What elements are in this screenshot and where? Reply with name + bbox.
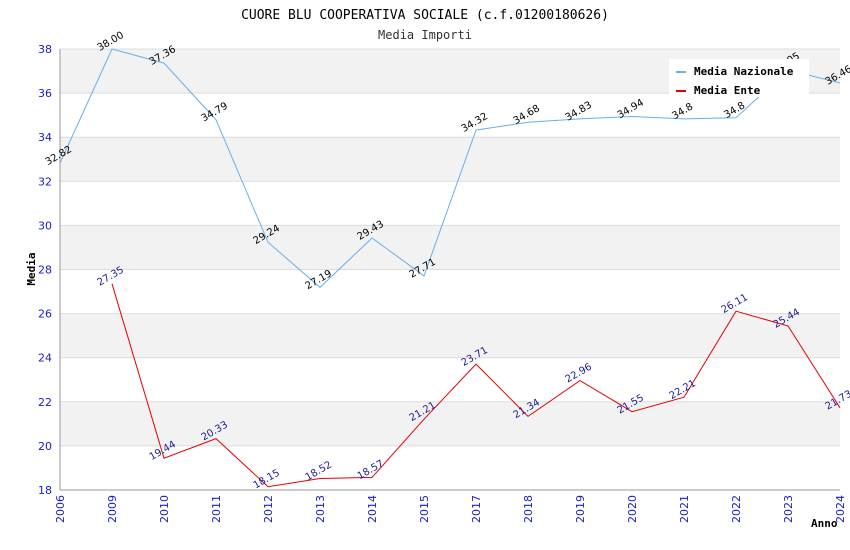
x-tick-label: 2013: [314, 495, 327, 523]
grid-bands: [60, 49, 840, 490]
y-tick-label: 32: [38, 175, 52, 188]
y-tick-label: 22: [38, 396, 52, 409]
x-tick-label: 2011: [210, 495, 223, 523]
grid-band: [60, 225, 840, 270]
x-tick-label: 2006: [54, 495, 67, 523]
legend-label-media-ente: Media Ente: [694, 84, 761, 97]
legend-box: [669, 59, 809, 97]
grid-band: [60, 269, 840, 314]
x-tick-label: 2024: [834, 495, 847, 523]
y-tick-label: 38: [38, 43, 52, 56]
series-line-media-ente: [111, 283, 841, 488]
x-tick-label: 2010: [158, 495, 171, 523]
y-tick-label: 30: [38, 219, 52, 232]
x-tick-label: 2014: [366, 495, 379, 523]
y-tick-label: 18: [38, 484, 52, 497]
grid-band: [60, 401, 840, 446]
y-tick-label: 26: [38, 308, 52, 321]
y-axis-label: Media: [25, 252, 38, 285]
y-tick-label: 28: [38, 264, 52, 277]
y-tick-label: 36: [38, 87, 52, 100]
legend-label-media-nazionale: Media Nazionale: [694, 65, 794, 78]
y-tick-label: 20: [38, 440, 52, 453]
chart-subtitle: Media Importi: [378, 28, 472, 42]
x-tick-label: 2023: [782, 495, 795, 523]
x-tick-label: 2017: [470, 495, 483, 523]
grid-band: [60, 93, 840, 138]
grid-band: [60, 445, 840, 490]
x-tick-label: 2015: [418, 495, 431, 523]
x-axis-ticks: 2006 2009 2010 2011 2012 2013 2014 2015 2017 2018…: [54, 495, 847, 523]
x-tick-label: 2021: [678, 495, 691, 523]
y-axis-ticks: 18 20 22 24 26 28 30 32 34 36 38: [38, 43, 52, 497]
grid-band: [60, 137, 840, 182]
series: [59, 48, 841, 488]
y-tick-label: 34: [38, 131, 52, 144]
x-tick-label: 2019: [574, 495, 587, 523]
x-tick-label: 2022: [730, 495, 743, 523]
chart-title: CUORE BLU COOPERATIVA SOCIALE (c.f.01200…: [241, 8, 609, 23]
grid-band: [60, 357, 840, 402]
x-axis-label: Anno: [811, 517, 838, 530]
legend: Media Nazionale Media Ente: [669, 59, 809, 97]
series-line-media-nazionale: [59, 48, 841, 289]
x-tick-label: 2009: [106, 495, 119, 523]
x-tick-label: 2018: [522, 495, 535, 523]
x-tick-label: 2012: [262, 495, 275, 523]
y-tick-label: 24: [38, 352, 52, 365]
grid-band: [60, 313, 840, 358]
x-tick-label: 2020: [626, 495, 639, 523]
